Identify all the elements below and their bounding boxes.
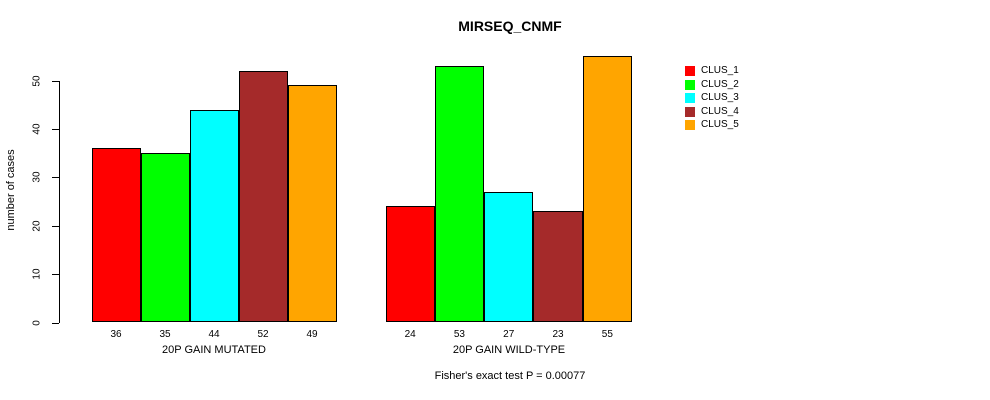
legend-swatch-clus_4 <box>685 106 695 117</box>
y-axis-line <box>59 80 60 323</box>
y-tick <box>52 128 59 130</box>
legend-label: CLUS_1 <box>701 65 739 76</box>
y-tick-label: 50 <box>31 74 43 87</box>
bar-clus_1 <box>385 206 435 323</box>
y-tick <box>52 225 59 227</box>
legend-swatch-clus_3 <box>685 93 695 103</box>
chart-title: MIRSEQ_CNMF <box>458 18 562 34</box>
bar-clus_2 <box>434 65 485 323</box>
bar-clus_3 <box>189 109 239 323</box>
legend-swatch-clus_2 <box>685 79 695 90</box>
legend-swatch-clus_1 <box>685 66 695 76</box>
y-tick <box>52 322 59 324</box>
y-tick-label: 10 <box>31 268 43 280</box>
fisher-test-annotation: Fisher's exact test P = 0.00077 <box>434 370 586 382</box>
bar-clus_4 <box>238 70 288 323</box>
bar-clus_5 <box>582 56 632 323</box>
y-tick <box>52 177 59 179</box>
bar-value-label: 53 <box>453 329 465 340</box>
bar-value-label: 49 <box>306 329 318 340</box>
x-group-label-wildtype: 20P GAIN WILD-TYPE <box>452 344 566 356</box>
bar-value-label: 52 <box>257 329 269 340</box>
y-tick-label: 30 <box>31 171 43 183</box>
bar-value-label: 36 <box>110 329 122 340</box>
x-group-label-mutated: 20P GAIN MUTATED <box>162 344 266 356</box>
legend-label: CLUS_4 <box>701 105 739 117</box>
bar-clus_1 <box>91 148 141 323</box>
bar-value-label: 27 <box>503 329 515 340</box>
legend-label: CLUS_2 <box>701 78 739 90</box>
bar-clus_2 <box>140 153 190 323</box>
y-tick <box>52 80 59 82</box>
bar-value-label: 35 <box>159 329 171 340</box>
legend-label: CLUS_3 <box>701 92 739 103</box>
bar-value-label: 55 <box>601 329 613 340</box>
y-tick <box>52 274 59 276</box>
y-axis-label: number of cases <box>5 149 17 231</box>
bar-clus_4 <box>533 211 583 323</box>
bar-value-label: 24 <box>404 329 416 340</box>
legend-swatch-clus_5 <box>685 120 695 130</box>
y-tick-label: 0 <box>31 319 43 326</box>
bar-clus_3 <box>484 191 534 323</box>
y-tick-label: 20 <box>31 220 43 232</box>
y-tick-label: 40 <box>31 123 43 135</box>
bar-value-label: 44 <box>208 329 220 340</box>
bar-clus_5 <box>287 85 337 323</box>
bar-value-label: 23 <box>552 329 564 340</box>
legend-label: CLUS_5 <box>701 119 739 130</box>
